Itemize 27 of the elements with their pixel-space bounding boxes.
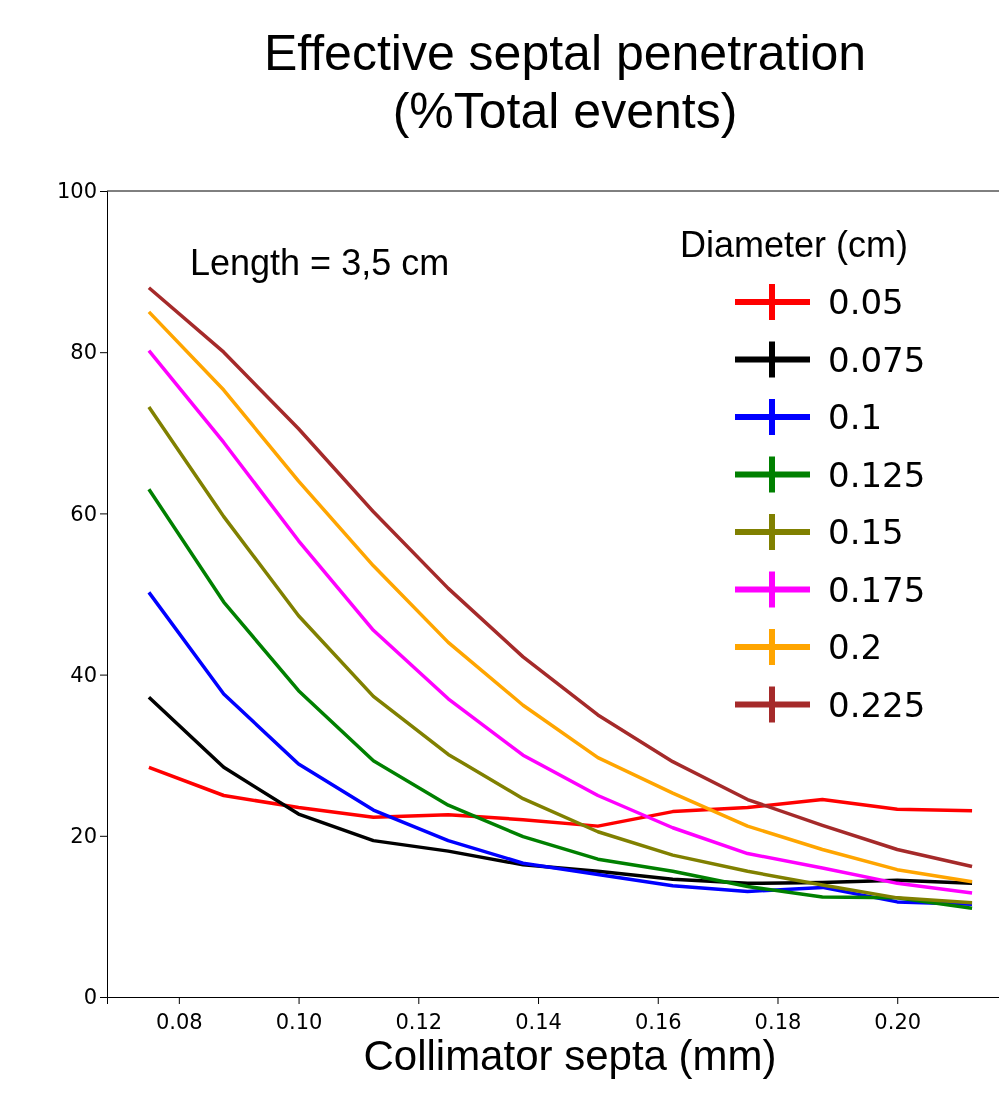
y-tick-label: 40: [70, 662, 97, 687]
y-tick-label: 80: [70, 340, 97, 365]
x-tick-label: 0.12: [395, 1010, 443, 1035]
y-tick-label: 100: [56, 179, 97, 204]
line-series: [147, 487, 974, 911]
legend-label: 0.125: [828, 454, 926, 495]
y-tick-label: 0: [83, 985, 97, 1010]
legend-label: 0.225: [828, 684, 926, 725]
chart-title: Effective septal penetration (%Total events): [263, 25, 867, 139]
legend-label: 0.1: [828, 397, 883, 437]
legend-label: 0.05: [828, 282, 904, 322]
y-tick-label: 20: [70, 824, 97, 849]
line-series: [147, 765, 974, 828]
x-axis-title: Collimator septa (mm): [363, 1032, 777, 1079]
annotation: Length = 3,5 cm: [190, 242, 450, 283]
x-tick-label: 0.14: [515, 1010, 562, 1035]
legend-title: Diameter (cm): [680, 224, 909, 265]
x-tick-label: 0.20: [874, 1010, 922, 1035]
legend-label: 0.175: [828, 569, 926, 610]
x-tick-label: 0.18: [754, 1010, 802, 1035]
legend-label: 0.2: [828, 627, 883, 667]
x-tick-label: 0.16: [634, 1010, 682, 1035]
x-tick-label: 0.08: [155, 1010, 203, 1035]
x-tick-label: 0.10: [275, 1010, 323, 1035]
legend-label: 0.15: [828, 512, 904, 552]
y-tick-label: 60: [70, 501, 97, 526]
legend-label: 0.075: [828, 339, 926, 380]
